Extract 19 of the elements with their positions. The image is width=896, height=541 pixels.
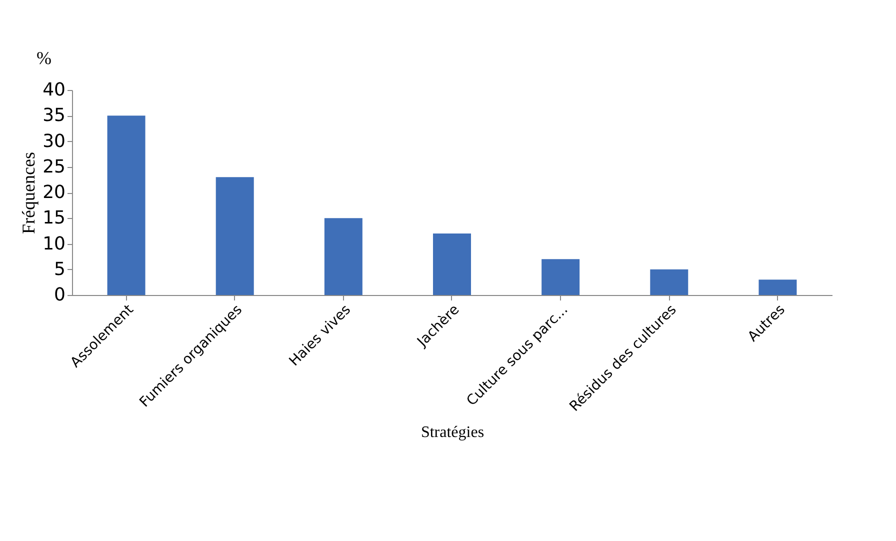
y-tick-label: 35: [42, 105, 66, 126]
y-tick-label: 20: [42, 182, 66, 203]
bar: [758, 280, 797, 295]
bar: [216, 177, 254, 295]
bar: [542, 259, 580, 295]
y-tick-label: 0: [54, 284, 66, 306]
text: %: [36, 48, 52, 68]
bar: [107, 116, 146, 295]
bar: [433, 234, 471, 295]
bar: [650, 269, 688, 295]
y-tick-label: 5: [54, 258, 66, 280]
y-axis-title: Fréquences: [18, 152, 39, 234]
y-tick-label: 40: [42, 80, 66, 100]
x-axis-title: Stratégies: [420, 424, 484, 442]
y-tick-label: 15: [42, 208, 66, 229]
y-tick-label: 10: [42, 233, 66, 254]
bar: [324, 218, 362, 295]
y-tick-label: 25: [42, 156, 66, 178]
y-tick-label: 30: [42, 130, 66, 152]
